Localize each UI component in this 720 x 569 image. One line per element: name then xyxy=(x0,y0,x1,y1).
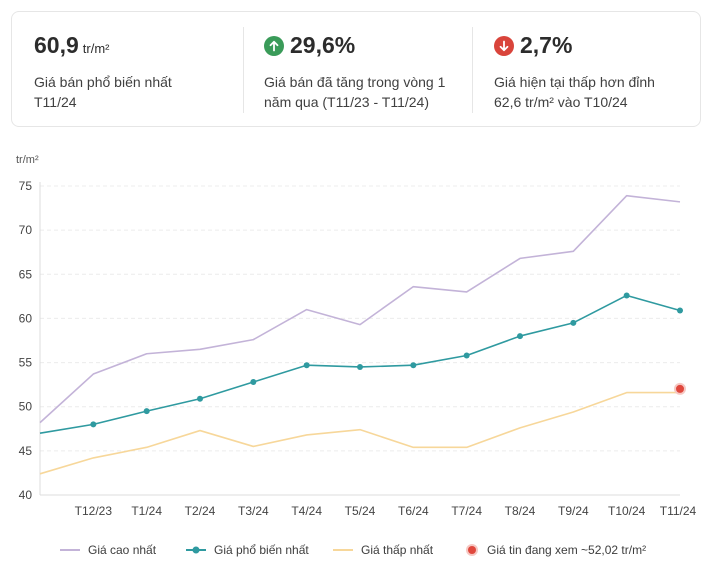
x-tick-label: T2/24 xyxy=(185,504,216,518)
current-listing-marker xyxy=(676,384,684,393)
divider xyxy=(243,27,244,113)
data-point-common xyxy=(143,408,150,415)
data-point-common xyxy=(197,395,203,402)
stat-desc-line: T11/24 xyxy=(34,94,77,110)
divider xyxy=(472,27,473,113)
series-line-high xyxy=(39,194,681,424)
y-tick-label: 40 xyxy=(19,488,33,502)
stat-yearly-increase: 29,6% Giá bán đã tăng trong vòng 1 năm q… xyxy=(264,12,474,126)
stat-below-peak: 2,7% Giá hiện tại thấp hơn đỉnh 62,6 tr/… xyxy=(494,12,694,126)
arrow-down-icon xyxy=(494,35,514,56)
x-tick-label: T3/24 xyxy=(238,504,269,518)
stats-panel: 60,9 tr/m² Giá bán phổ biến nhất T11/24 … xyxy=(11,11,701,127)
x-tick-label: T7/24 xyxy=(451,504,482,518)
data-point-common xyxy=(517,333,523,340)
stat-description: Giá bán phổ biến nhất T11/24 xyxy=(34,72,172,112)
legend-item-low[interactable]: Giá thấp nhất xyxy=(333,543,433,557)
x-tick-label: T10/24 xyxy=(608,504,646,518)
data-point-common xyxy=(250,378,257,385)
arrow-up-icon xyxy=(264,35,284,56)
stat-headline: 29,6% xyxy=(264,32,355,59)
y-tick-label: 50 xyxy=(19,400,33,414)
x-tick-label: T4/24 xyxy=(291,504,322,518)
x-tick-label: T1/24 xyxy=(131,504,162,518)
data-point-common xyxy=(623,292,630,299)
stat-description: Giá hiện tại thấp hơn đỉnh 62,6 tr/m² và… xyxy=(494,72,655,112)
data-point-common xyxy=(570,319,577,326)
stat-desc-line: năm qua (T11/23 - T11/24) xyxy=(264,94,429,110)
x-tick-label: T8/24 xyxy=(505,504,536,518)
y-tick-label: 45 xyxy=(19,444,33,458)
legend-label: Giá cao nhất xyxy=(88,543,157,557)
stat-unit: tr/m² xyxy=(82,40,110,56)
legend-item-common[interactable]: Giá phổ biến nhất xyxy=(186,543,309,557)
legend-item-marker[interactable]: Giá tin đang xem ~52,02 tr/m² xyxy=(465,543,646,557)
x-tick-label: T11/24 xyxy=(660,504,697,518)
stat-common-price: 60,9 tr/m² Giá bán phổ biến nhất T11/24 xyxy=(34,12,234,126)
stat-desc-line: 62,6 tr/m² vào T10/24 xyxy=(494,94,628,110)
data-point-common xyxy=(677,307,683,314)
stat-description: Giá bán đã tăng trong vòng 1 năm qua (T1… xyxy=(264,72,445,112)
stat-value: 2,7% xyxy=(520,32,573,58)
legend-label: Giá phổ biến nhất xyxy=(214,543,309,557)
x-tick-label: T6/24 xyxy=(398,504,429,518)
y-tick-label: 55 xyxy=(19,356,33,370)
stat-desc-line: Giá bán đã tăng trong vòng 1 xyxy=(264,74,446,90)
data-point-common xyxy=(357,363,363,370)
stat-headline: 2,7% xyxy=(494,32,572,59)
chart-legend: Giá cao nhất Giá phổ biến nhất Giá thấp … xyxy=(0,543,720,561)
x-tick-label: T12/23 xyxy=(75,504,113,518)
legend-label: Giá tin đang xem ~52,02 tr/m² xyxy=(487,543,647,557)
data-point-common xyxy=(303,362,310,369)
y-tick-label: 65 xyxy=(19,267,33,281)
series-high xyxy=(39,194,681,424)
legend-item-high[interactable]: Giá cao nhất xyxy=(60,543,156,557)
series-low xyxy=(39,391,680,475)
data-point-common xyxy=(410,362,417,369)
stat-headline: 60,9 tr/m² xyxy=(34,32,109,59)
stat-value: 29,6% xyxy=(290,32,356,58)
y-tick-label: 60 xyxy=(19,311,33,325)
y-tick-label: 70 xyxy=(19,223,33,237)
y-axis-unit: tr/m² xyxy=(16,154,39,166)
price-line-chart: tr/m² 40 45 50 55 60 65 70 75 T12/23 T1/24 T2/24 T3/… xyxy=(16,154,697,518)
stat-value: 60,9 xyxy=(34,32,79,58)
y-tick-label: 75 xyxy=(19,179,33,193)
x-tick-label: T9/24 xyxy=(558,504,589,518)
series-line-low xyxy=(39,391,680,475)
series-common xyxy=(39,292,683,434)
data-point-common xyxy=(90,421,97,428)
stat-desc-line: Giá bán phổ biến nhất xyxy=(34,74,172,90)
legend-label: Giá thấp nhất xyxy=(361,543,434,557)
data-point-common xyxy=(463,352,470,359)
x-tick-label: T5/24 xyxy=(345,504,376,518)
stat-desc-line: Giá hiện tại thấp hơn đỉnh xyxy=(494,74,655,90)
